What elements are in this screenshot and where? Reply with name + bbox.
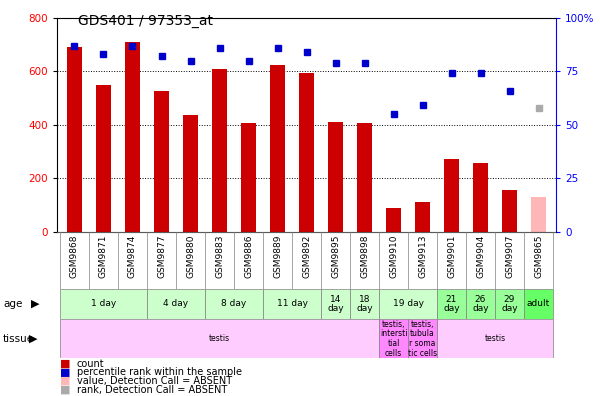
Bar: [96, 85, 111, 232]
Text: ■: ■: [60, 376, 70, 386]
Bar: [350, 289, 379, 319]
Text: testis,
intersti
tial
cells: testis, intersti tial cells: [380, 320, 407, 358]
Bar: [153, 91, 169, 232]
Text: tissue: tissue: [3, 333, 34, 344]
Bar: [147, 289, 205, 319]
Text: 29
day: 29 day: [501, 295, 518, 313]
Bar: [531, 197, 546, 232]
Text: 18
day: 18 day: [356, 295, 373, 313]
Text: count: count: [77, 358, 105, 369]
Text: ■: ■: [60, 367, 70, 377]
Bar: [269, 65, 285, 232]
Bar: [524, 289, 553, 319]
Bar: [124, 42, 141, 232]
Text: ▶: ▶: [29, 333, 37, 344]
Bar: [60, 289, 147, 319]
Bar: [502, 190, 517, 232]
Bar: [379, 289, 437, 319]
Text: 14
day: 14 day: [327, 295, 344, 313]
Bar: [263, 289, 321, 319]
Bar: [328, 122, 344, 232]
Bar: [415, 202, 430, 232]
Text: 26
day: 26 day: [472, 295, 489, 313]
Text: 1 day: 1 day: [91, 299, 116, 308]
Text: 11 day: 11 day: [276, 299, 308, 308]
Text: rank, Detection Call = ABSENT: rank, Detection Call = ABSENT: [77, 385, 227, 395]
Bar: [466, 289, 495, 319]
Bar: [60, 319, 379, 358]
Bar: [379, 319, 408, 358]
Text: 8 day: 8 day: [221, 299, 246, 308]
Text: age: age: [3, 299, 22, 309]
Text: ■: ■: [60, 358, 70, 369]
Text: adult: adult: [527, 299, 550, 308]
Bar: [67, 47, 82, 232]
Text: percentile rank within the sample: percentile rank within the sample: [77, 367, 242, 377]
Text: ■: ■: [60, 385, 70, 395]
Text: testis,
tubula
r soma
tic cells: testis, tubula r soma tic cells: [408, 320, 437, 358]
Text: GDS401 / 97353_at: GDS401 / 97353_at: [78, 14, 213, 28]
Bar: [356, 124, 373, 232]
Bar: [437, 289, 466, 319]
Bar: [212, 69, 228, 232]
Bar: [205, 289, 263, 319]
Text: 21
day: 21 day: [443, 295, 460, 313]
Bar: [385, 208, 401, 232]
Bar: [299, 72, 314, 232]
Text: ▶: ▶: [31, 299, 40, 309]
Bar: [183, 115, 198, 232]
Bar: [437, 319, 553, 358]
Text: 4 day: 4 day: [163, 299, 189, 308]
Bar: [495, 289, 524, 319]
Bar: [444, 160, 460, 232]
Bar: [472, 164, 489, 232]
Bar: [240, 124, 257, 232]
Bar: [321, 289, 350, 319]
Text: testis: testis: [484, 334, 505, 343]
Text: testis: testis: [209, 334, 230, 343]
Text: value, Detection Call = ABSENT: value, Detection Call = ABSENT: [77, 376, 232, 386]
Text: 19 day: 19 day: [392, 299, 424, 308]
Bar: [408, 319, 437, 358]
